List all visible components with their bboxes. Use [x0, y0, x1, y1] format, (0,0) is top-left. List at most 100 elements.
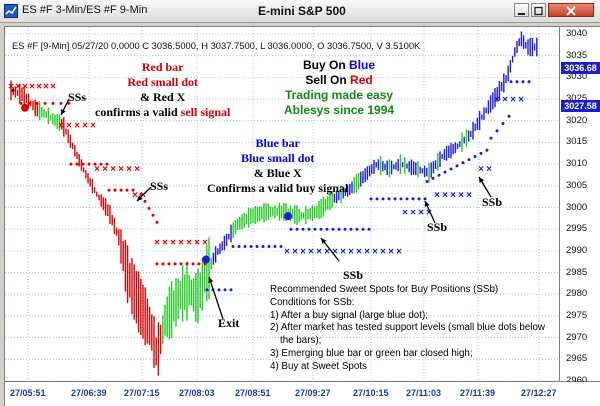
- marker-dot: [11, 88, 15, 92]
- window-title: ES #F 3-Min/ES #F 9-Min: [22, 4, 148, 16]
- sell-x-marker: ×: [126, 164, 132, 175]
- buy-small-dot: [289, 227, 293, 231]
- sss-label-2: SSs: [150, 179, 169, 193]
- sell-x-marker: ×: [36, 82, 42, 93]
- sell-x-marker: ×: [82, 121, 88, 132]
- price-tick-label: 2965: [566, 353, 588, 365]
- buy-x-marker: ×: [388, 246, 394, 257]
- sell-small-dot: [113, 188, 117, 192]
- buy-small-dot: [489, 136, 493, 140]
- buy-small-dot: [325, 227, 329, 231]
- price-tick-label: 2985: [566, 266, 588, 278]
- buy-small-dot: [217, 288, 221, 292]
- sell-x-marker: ×: [66, 121, 72, 132]
- sell-small-dot: [125, 188, 129, 192]
- buy-signal-dot: [284, 212, 292, 221]
- sss-arrow-1-head: [61, 109, 66, 115]
- buy-small-dot: [255, 245, 259, 249]
- sell-small-dot: [155, 262, 159, 266]
- chart-app-icon[interactable]: [4, 4, 18, 18]
- price-axis[interactable]: 3040 3035 3030 3025 3020 3015 3010 3005 3000 2995…: [560, 26, 600, 386]
- buy-small-dot: [507, 114, 511, 118]
- buy-annotation-line1: Blue bar: [255, 136, 300, 150]
- buy-x-marker: ×: [466, 190, 472, 201]
- sell-small-dot: [87, 162, 91, 166]
- price-tick-label: 3010: [566, 158, 588, 170]
- time-tick-label: 27/06:39: [71, 388, 107, 398]
- sell-small-dot: [131, 188, 135, 192]
- ssb-arrow-1-head: [424, 201, 430, 207]
- time-tick-label: 27/10:15: [353, 388, 389, 398]
- sell-x-marker: ×: [118, 164, 124, 175]
- sell-small-dot: [35, 101, 39, 105]
- buy-small-dot: [473, 154, 477, 158]
- buy-small-dot: [319, 227, 323, 231]
- time-tick-label: 27/12:27: [521, 388, 557, 398]
- buy-small-dot: [243, 245, 247, 249]
- buy-small-dot: [205, 288, 209, 292]
- buy-annotation-line3: & Blue X: [253, 166, 302, 180]
- price-tick-label: 2975: [566, 309, 588, 321]
- buy-small-dot: [369, 197, 373, 201]
- sell-small-dot: [179, 262, 183, 266]
- exit-label: Exit: [218, 316, 240, 330]
- close-icon[interactable]: [548, 3, 594, 17]
- buy-small-dot: [501, 122, 505, 126]
- ssb-label-3: SSb: [343, 268, 364, 282]
- last-price-box: 3036.68: [561, 62, 600, 74]
- sell-x-marker: ×: [94, 164, 100, 175]
- ssb-arrow-2-head: [479, 177, 485, 183]
- maximize-icon[interactable]: [531, 3, 546, 17]
- sell-x-marker: ×: [194, 238, 200, 249]
- sell-small-dot: [107, 188, 111, 192]
- time-axis[interactable]: 27/05:51 27/06:39 27/07:15 27/08:03 27/08:51…: [4, 382, 600, 406]
- buy-x-marker: ×: [486, 164, 492, 175]
- time-tick-label: 27/11:03: [406, 388, 442, 398]
- buy-small-dot: [231, 245, 235, 249]
- sell-small-dot: [151, 213, 155, 217]
- sell-small-dot: [167, 262, 171, 266]
- title-bar[interactable]: ES #F 3-Min/ES #F 9-Min E-mini S&P 500: [0, 0, 600, 23]
- sell-x-marker: ×: [74, 121, 80, 132]
- buy-annotation-line4: Confirms a valid buy signal: [207, 181, 349, 195]
- buy-x-marker: ×: [478, 164, 484, 175]
- buy-small-dot: [509, 80, 513, 84]
- chart-title: E-mini S&P 500: [258, 4, 346, 18]
- price-chart-area[interactable]: × × × × × × × × × × × × × × × × × × × × × × × × × × × × × × × × × × × × × × × ×…: [4, 26, 560, 382]
- sell-x-marker: ×: [132, 190, 138, 201]
- sell-signal-dot: [21, 103, 29, 112]
- buy-small-dot: [331, 227, 335, 231]
- minimize-icon[interactable]: [514, 3, 529, 17]
- sell-small-dot: [19, 101, 23, 105]
- sell-x-marker: ×: [202, 238, 208, 249]
- buy-x-marker: ×: [410, 207, 416, 218]
- buy-small-dot: [229, 288, 233, 292]
- sell-x-marker: ×: [170, 238, 176, 249]
- buy-small-dot: [279, 245, 283, 249]
- buy-x-marker: ×: [396, 246, 402, 257]
- sell-annotation-line2: Red small dot: [127, 75, 199, 89]
- buy-small-dot: [479, 151, 483, 155]
- buy-x-marker: ×: [308, 246, 314, 257]
- sell-x-marker: ×: [154, 238, 160, 249]
- notes-line-5: the bars);: [280, 335, 322, 347]
- sell-x-marker: ×: [134, 164, 140, 175]
- buy-x-marker: ×: [284, 246, 290, 257]
- buy-small-dot: [261, 245, 265, 249]
- buy-small-dot: [355, 227, 359, 231]
- sell-small-dot: [69, 162, 73, 166]
- ssb-arrow-3-head: [321, 238, 327, 244]
- buy-small-dot: [349, 227, 353, 231]
- buy-x-marker: ×: [340, 246, 346, 257]
- sell-small-dot: [67, 101, 71, 105]
- buy-x-marker: ×: [442, 190, 448, 201]
- secondary-price-box: 3027.58: [561, 100, 600, 112]
- price-tick-label: 2970: [566, 331, 588, 343]
- time-tick-label: 27/08:03: [179, 388, 215, 398]
- price-tick-label: 2995: [566, 223, 588, 235]
- sell-x-marker: ×: [102, 164, 108, 175]
- price-tick-label: 2960: [566, 375, 588, 386]
- sell-x-marker: ×: [22, 82, 28, 93]
- buy-small-dot: [399, 197, 403, 201]
- color-legend: Buy On Blue Sell On Red Trading made eas…: [284, 58, 394, 118]
